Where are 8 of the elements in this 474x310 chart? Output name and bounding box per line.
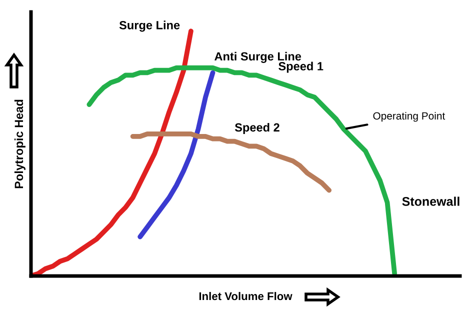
series-label: Anti Surge Line [214, 52, 302, 63]
y-axis-title: Polytropic Head [14, 100, 26, 188]
series-label: Speed 2 [234, 122, 280, 134]
series-label: Speed 1 [278, 62, 324, 73]
annotation: Operating Point [373, 112, 446, 122]
annotation: Stonewall [402, 196, 460, 206]
x-axis-title: Inlet Volume Flow [199, 292, 292, 300]
series-label: Surge Line [119, 20, 180, 32]
